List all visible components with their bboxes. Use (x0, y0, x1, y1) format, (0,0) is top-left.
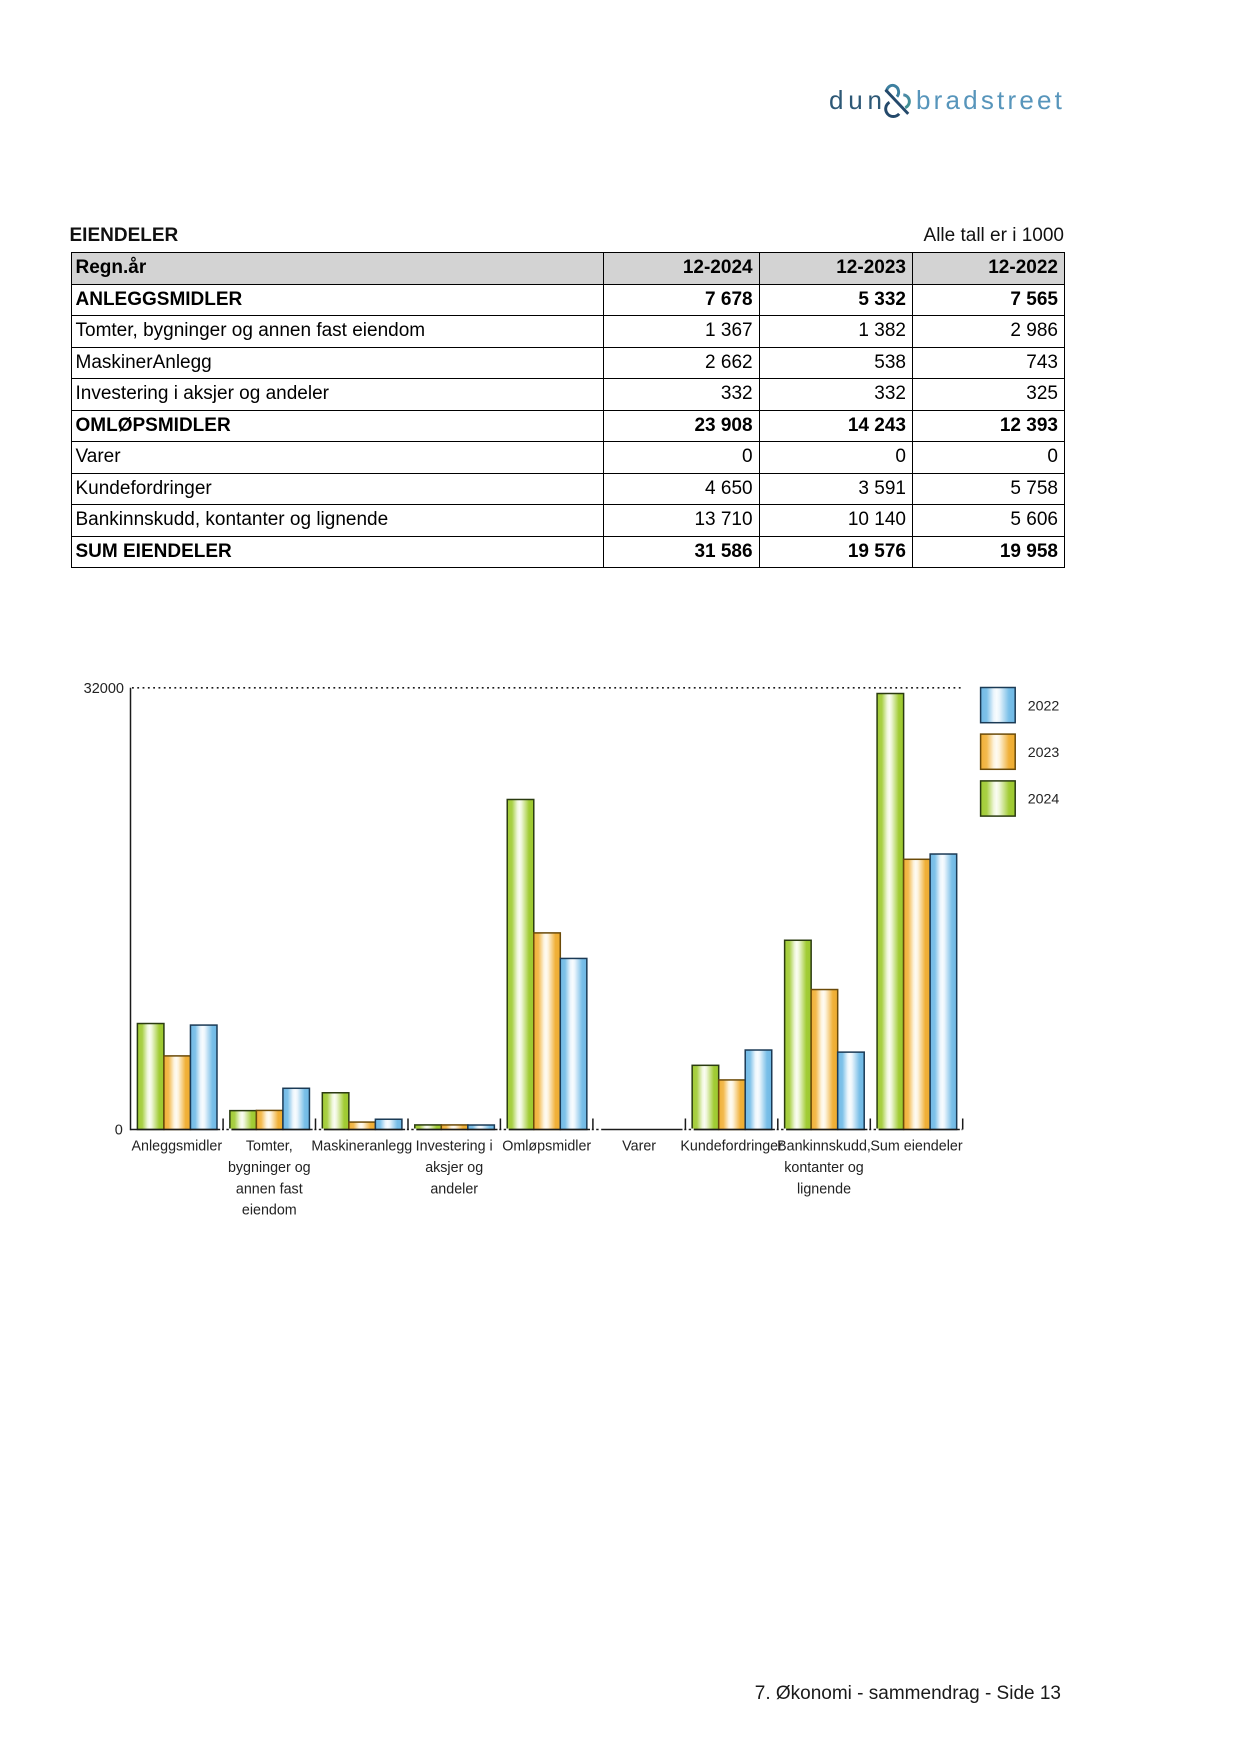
svg-text:Omløpsmidler: Omløpsmidler (502, 1139, 591, 1155)
svg-text:Varer: Varer (622, 1139, 656, 1155)
svg-text:Kundefordringer: Kundefordringer (680, 1139, 783, 1155)
svg-text:Tomter,: Tomter, (246, 1139, 293, 1155)
svg-text:Investering i: Investering i (416, 1139, 493, 1155)
svg-text:bygninger og: bygninger og (228, 1160, 311, 1176)
svg-text:2023: 2023 (1028, 745, 1060, 761)
svg-text:2022: 2022 (1028, 698, 1060, 714)
svg-text:Sum eiendeler: Sum eiendeler (870, 1139, 962, 1155)
svg-text:eiendom: eiendom (242, 1203, 297, 1219)
svg-text:Anleggsmidler: Anleggsmidler (132, 1139, 223, 1155)
svg-text:0: 0 (115, 1123, 123, 1139)
svg-text:32000: 32000 (84, 681, 124, 697)
svg-text:2024: 2024 (1028, 792, 1060, 808)
svg-text:Bankinnskudd,: Bankinnskudd, (777, 1139, 871, 1155)
svg-text:aksjer og: aksjer og (425, 1160, 483, 1176)
svg-text:andeler: andeler (430, 1181, 478, 1197)
svg-text:annen fast: annen fast (236, 1181, 303, 1197)
svg-text:kontanter og: kontanter og (784, 1160, 864, 1176)
svg-text:lignende: lignende (797, 1181, 851, 1197)
svg-text:Maskineranlegg: Maskineranlegg (311, 1139, 412, 1155)
